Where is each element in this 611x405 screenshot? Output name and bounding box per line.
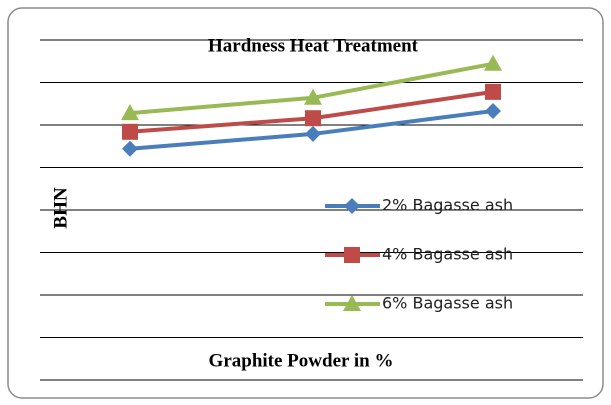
marker	[344, 198, 360, 214]
marker	[343, 295, 361, 311]
legend-label: 2% Bagasse ash	[382, 196, 513, 215]
marker	[484, 54, 502, 71]
marker	[305, 110, 321, 127]
marker	[485, 83, 501, 100]
chart-border	[7, 7, 604, 399]
plot	[121, 54, 502, 157]
marker	[344, 247, 360, 263]
chart-title: Hardness Heat Treatment	[208, 35, 419, 56]
x-axis-label: Graphite Powder in %	[209, 350, 394, 371]
marker	[485, 102, 501, 119]
legend-label: 6% Bagasse ash	[382, 294, 513, 313]
marker	[305, 125, 321, 142]
marker	[122, 123, 138, 140]
marker	[122, 140, 138, 157]
marker	[304, 88, 322, 105]
legend: 2% Bagasse ash 4% Bagasse ash 6% Bagasse a…	[325, 196, 513, 313]
legend-label: 4% Bagasse ash	[382, 245, 513, 264]
marker	[121, 104, 139, 121]
y-axis-label: BHN	[50, 187, 71, 228]
